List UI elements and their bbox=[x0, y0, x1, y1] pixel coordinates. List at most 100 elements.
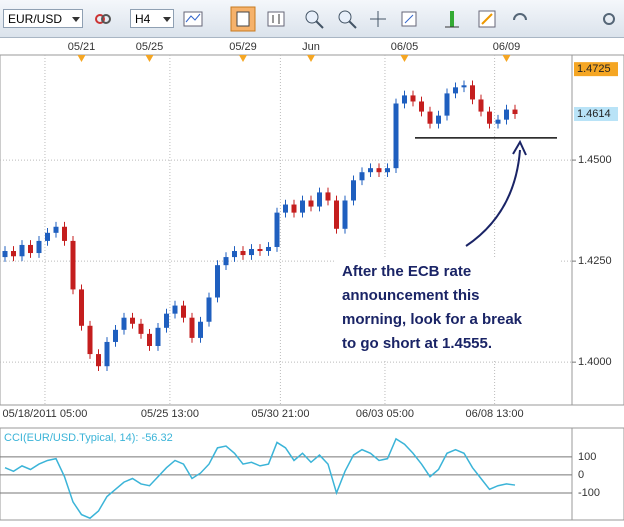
y-tick-label: 1.4250 bbox=[578, 255, 612, 267]
candle-body bbox=[453, 87, 458, 94]
candle-body bbox=[19, 244, 25, 257]
candle-body bbox=[283, 204, 288, 213]
candle-body bbox=[172, 305, 178, 314]
chart-type-icon[interactable] bbox=[182, 8, 204, 30]
timeframe: H4 bbox=[135, 12, 151, 26]
chart: CCI(EUR/USD.Typical, 14): -56.32 1.40001… bbox=[0, 41, 624, 521]
scroll-icon[interactable] bbox=[441, 8, 463, 30]
candle-body bbox=[36, 240, 42, 254]
candle-body bbox=[419, 101, 424, 112]
fit-icon[interactable] bbox=[398, 8, 420, 30]
candle-body bbox=[62, 226, 67, 241]
candle-body bbox=[266, 246, 271, 252]
zoom-out-icon[interactable] bbox=[336, 8, 358, 30]
candle-body bbox=[147, 333, 152, 346]
candle-body bbox=[385, 168, 390, 173]
settings-icon[interactable] bbox=[598, 8, 620, 30]
crosshair-icon[interactable] bbox=[367, 8, 389, 30]
candle-body bbox=[70, 240, 76, 290]
price-marker bbox=[574, 107, 618, 122]
candle-body bbox=[206, 297, 212, 322]
annotation-text: morning, look for a break bbox=[342, 311, 523, 328]
candle-body bbox=[164, 313, 169, 328]
indicator-axis bbox=[571, 427, 624, 521]
candle-body bbox=[410, 95, 416, 102]
candle-body bbox=[155, 327, 161, 346]
candle-body bbox=[113, 329, 118, 342]
candle-body bbox=[308, 200, 314, 207]
candle-icon[interactable] bbox=[230, 6, 256, 32]
indicator-title: CCI(EUR/USD.Typical, 14): -56.32 bbox=[4, 432, 173, 444]
candle-body bbox=[368, 168, 373, 173]
annotation-text: to go short at 1.4555. bbox=[342, 335, 492, 352]
candle-body bbox=[240, 251, 246, 256]
candle-body bbox=[495, 119, 501, 124]
candle-body bbox=[104, 341, 110, 367]
candle-body bbox=[181, 305, 186, 318]
candle-body bbox=[291, 204, 297, 213]
candle-body bbox=[470, 85, 475, 100]
plot: 1.4000 1.4250 1.4500 05/18/2011 05:00 05/25 … bbox=[0, 41, 618, 520]
candle-body bbox=[427, 111, 433, 124]
candle-body bbox=[376, 168, 382, 173]
toolbar: EUR/USD H4 bbox=[0, 0, 624, 38]
zoom-in-icon[interactable] bbox=[303, 8, 325, 30]
x-tick-label: 06/03 05:00 bbox=[356, 408, 414, 420]
top-x-tick-label: 06/05 bbox=[391, 41, 419, 53]
x-tick-label: 05/30 21:00 bbox=[251, 408, 309, 420]
price-marker-label: 1.4725 bbox=[577, 63, 611, 75]
date-marker bbox=[239, 55, 247, 62]
x-tick-label: 06/08 13:00 bbox=[466, 408, 524, 420]
top-x-tick-label: 05/21 bbox=[68, 41, 96, 53]
indicator-tick-label: -100 bbox=[578, 487, 600, 499]
x-tick-label: 05/18/2011 05:00 bbox=[3, 408, 88, 420]
candle-body bbox=[334, 200, 339, 229]
bar-icon[interactable] bbox=[265, 8, 287, 30]
indicator-line bbox=[4, 437, 516, 520]
indicator-tick-label: 0 bbox=[578, 469, 584, 481]
candle-body bbox=[393, 103, 399, 169]
candle-body bbox=[53, 226, 59, 233]
candle-body bbox=[487, 111, 492, 124]
candle-body bbox=[189, 317, 195, 338]
candle-body bbox=[96, 354, 101, 367]
link-icon[interactable] bbox=[92, 8, 114, 30]
top-x-tick-label: 05/29 bbox=[229, 41, 257, 53]
date-marker bbox=[400, 55, 409, 62]
candle-body bbox=[232, 251, 237, 258]
refresh-icon[interactable] bbox=[509, 8, 531, 30]
candle-body bbox=[130, 317, 135, 324]
candle-body bbox=[504, 109, 509, 120]
candle-body bbox=[138, 323, 144, 334]
candle-body bbox=[359, 172, 365, 181]
price-marker bbox=[574, 62, 618, 77]
date-marker bbox=[145, 55, 154, 62]
candle-body bbox=[2, 251, 8, 258]
candle-body bbox=[402, 95, 407, 104]
x-tick-label: 05/25 13:00 bbox=[141, 408, 199, 420]
annotation-arrow bbox=[465, 149, 521, 247]
candle-body bbox=[215, 265, 220, 298]
candle-body bbox=[257, 248, 263, 252]
annotation-box bbox=[336, 258, 561, 360]
candle-body bbox=[512, 109, 518, 115]
candle-body bbox=[325, 192, 331, 201]
draw-icon[interactable] bbox=[476, 8, 498, 30]
timeframe-select[interactable]: H4 bbox=[130, 9, 174, 28]
candle-body bbox=[436, 115, 441, 124]
top-x-tick-label: 06/09 bbox=[493, 41, 521, 53]
annotation-text: announcement this bbox=[342, 287, 480, 304]
top-x-tick-label: 05/25 bbox=[136, 41, 164, 53]
candle-body bbox=[11, 251, 16, 257]
candle-body bbox=[317, 192, 322, 207]
candle-body bbox=[351, 180, 356, 201]
indicator-tick-label: 100 bbox=[578, 451, 596, 463]
candle-body bbox=[300, 200, 305, 213]
symbol-select[interactable]: EUR/USD bbox=[3, 9, 83, 28]
candle-body bbox=[87, 325, 93, 355]
date-marker bbox=[77, 55, 86, 62]
candle-body bbox=[45, 232, 50, 241]
date-marker bbox=[307, 55, 315, 62]
candle-body bbox=[461, 85, 467, 88]
